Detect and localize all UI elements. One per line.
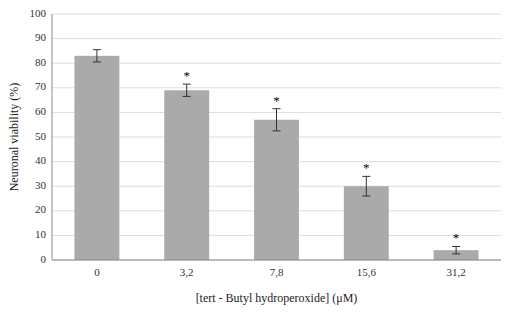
y-tick-label: 50 [35, 130, 47, 142]
error-stem [186, 84, 187, 96]
error-cap [273, 130, 281, 131]
error-cap [93, 61, 101, 62]
y-axis-line [52, 14, 53, 260]
y-tick-label: 30 [35, 179, 47, 191]
error-bar [93, 50, 101, 62]
error-bar [452, 246, 460, 253]
annotation: * [183, 68, 190, 83]
y-tick-label: 80 [35, 56, 47, 68]
error-bar [362, 176, 370, 196]
chart-container: 0 10 20 30 40 50 60 70 80 90 100 * * * * 0 3,2 7,8 15,6 31,… [0, 0, 513, 316]
error-cap [362, 196, 370, 197]
annotation: * [453, 230, 460, 245]
error-cap [93, 49, 101, 50]
x-axis-label: [tert - Butyl hydroperoxide] (μM) [196, 291, 358, 305]
grid-line [52, 260, 501, 261]
grid-line [52, 38, 501, 39]
x-ticks: 0 3,2 7,8 15,6 31,2 [94, 266, 466, 278]
x-tick-label: 3,2 [180, 266, 194, 278]
error-bar [273, 109, 281, 131]
bar [344, 186, 389, 260]
bar [254, 120, 299, 260]
x-axis-line [52, 260, 501, 261]
bar [164, 90, 209, 260]
grid-line [52, 14, 501, 15]
x-tick-label: 0 [94, 266, 100, 278]
y-tick-label: 40 [35, 154, 47, 166]
error-cap [183, 84, 191, 85]
error-cap [452, 253, 460, 254]
error-cap [273, 108, 281, 109]
x-tick-label: 15,6 [357, 266, 377, 278]
annotations: * * * * [183, 68, 459, 245]
y-tick-label: 90 [35, 31, 47, 43]
error-cap [452, 246, 460, 247]
y-tick-label: 70 [35, 80, 47, 92]
x-tick-label: 7,8 [270, 266, 284, 278]
y-tick-label: 60 [35, 105, 47, 117]
annotation: * [273, 93, 280, 108]
annotation: * [363, 160, 370, 175]
y-tick-label: 100 [30, 7, 47, 19]
error-stem [96, 50, 97, 62]
chart-svg: 0 10 20 30 40 50 60 70 80 90 100 * * * * 0 3,2 7,8 15,6 31,… [0, 0, 513, 316]
error-bars [93, 50, 460, 254]
y-tick-label: 0 [41, 253, 47, 265]
error-stem [366, 176, 367, 196]
error-bar [183, 84, 191, 96]
y-tick-label: 10 [35, 228, 47, 240]
y-ticks: 0 10 20 30 40 50 60 70 80 90 100 [30, 7, 47, 265]
bar [74, 56, 119, 260]
error-cap [183, 96, 191, 97]
x-tick-label: 31,2 [446, 266, 465, 278]
error-cap [362, 176, 370, 177]
bars [74, 56, 478, 260]
y-tick-label: 20 [35, 203, 47, 215]
y-axis-label: Neuronal viability (%) [7, 83, 21, 192]
grid [52, 14, 501, 260]
error-stem [276, 109, 277, 131]
error-stem [456, 246, 457, 253]
